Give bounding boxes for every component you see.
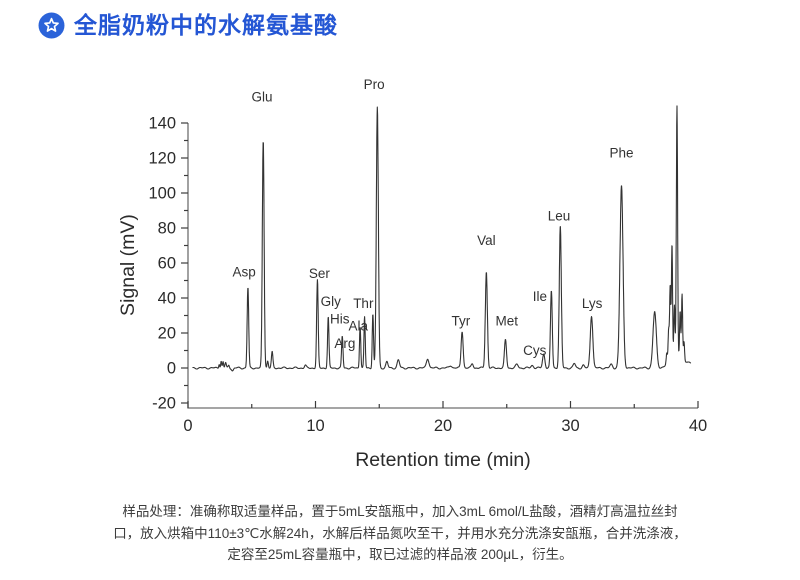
- peak-label-glu: Glu: [251, 89, 272, 104]
- y-tick-label: 100: [148, 185, 176, 203]
- axis-ticks: [181, 122, 699, 408]
- page-header: 全脂奶粉中的水解氨基酸: [38, 11, 338, 40]
- x-tick-label: 10: [306, 417, 324, 435]
- caption-line-2: 口，放入烘箱中110±3℃水解24h，水解后样品氮吹至干，并用水充分洗涤安瓿瓶，…: [113, 525, 687, 541]
- y-tick-label: 140: [148, 115, 176, 133]
- peak-label-asp: Asp: [232, 264, 255, 279]
- peak-label-gly: Gly: [321, 294, 342, 309]
- peak-label-tyr: Tyr: [451, 313, 470, 328]
- y-tick-label: 40: [158, 290, 176, 308]
- tick-labels: 0 10 20 30 40 -20 0 20 40 60 80 100 120 140: [148, 115, 707, 436]
- signal-trace: [192, 105, 692, 372]
- x-tick-label: 40: [689, 417, 707, 435]
- peak-label-ser: Ser: [309, 266, 331, 281]
- y-tick-label: 80: [158, 220, 176, 238]
- sample-preparation-caption: 样品处理：准确称取适量样品，置于5mL安瓿瓶中，加入3mL 6mol/L盐酸，酒…: [60, 501, 740, 566]
- peak-label-met: Met: [495, 313, 518, 328]
- x-tick-label: 20: [434, 417, 452, 435]
- x-tick-label: 30: [561, 417, 579, 435]
- y-tick-label: 120: [148, 150, 176, 168]
- star-badge-icon: [38, 12, 65, 39]
- peak-label-cys: Cys: [523, 343, 546, 358]
- peak-label-ile: Ile: [533, 289, 547, 304]
- peak-label-ala: Ala: [348, 319, 368, 334]
- peak-label-val: Val: [477, 233, 496, 248]
- peak-label-pro: Pro: [364, 77, 385, 92]
- caption-line-1: 样品处理：准确称取适量样品，置于5mL安瓿瓶中，加入3mL 6mol/L盐酸，酒…: [122, 504, 678, 519]
- peak-label-thr: Thr: [353, 296, 374, 311]
- x-tick-label: 0: [183, 417, 192, 435]
- caption-line-3: 定容至25mL容量瓶中，取已过滤的样品液 200μL，衍生。: [227, 547, 573, 562]
- y-tick-label: 60: [158, 255, 176, 273]
- peak-label-leu: Leu: [548, 208, 571, 223]
- y-axis-title: Signal (mV): [117, 214, 139, 316]
- peak-label-lys: Lys: [582, 296, 603, 311]
- peak-label-arg: Arg: [334, 336, 355, 351]
- page-title: 全脂奶粉中的水解氨基酸: [74, 12, 338, 38]
- x-axis-title: Retention time (min): [355, 449, 531, 471]
- peak-label-his: His: [330, 312, 350, 327]
- y-tick-label: 20: [158, 325, 176, 343]
- peak-label-phe: Phe: [609, 145, 633, 160]
- y-tick-label: 0: [167, 360, 176, 378]
- peak-labels: Glu Pro Asp Ser Gly His Arg Ala Thr Tyr Val Met Cys I…: [232, 77, 633, 358]
- y-tick-label: -20: [152, 395, 176, 413]
